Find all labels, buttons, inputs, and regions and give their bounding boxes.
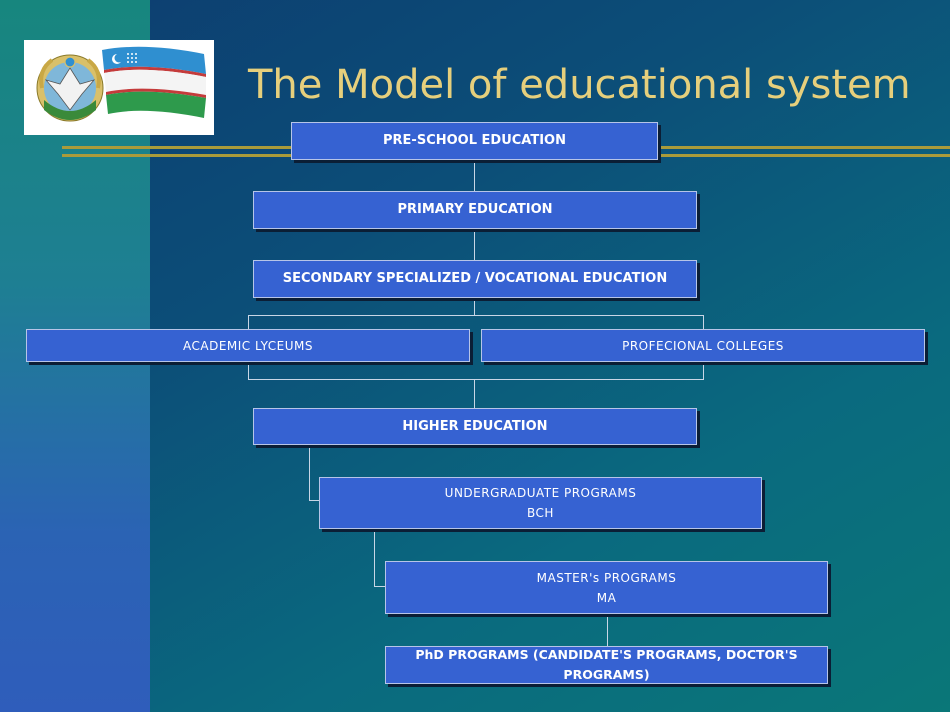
node-undergraduate-programs: UNDERGRADUATE PROGRAMS BCH — [319, 477, 762, 529]
flag-of-uzbekistan-icon — [102, 46, 206, 118]
node-higher-label: HIGHER EDUCATION — [402, 418, 548, 434]
node-professional-colleges: PROFECIONAL COLLEGES — [481, 329, 925, 362]
connector-split-bar-top — [248, 315, 704, 316]
emblem-graphic — [36, 46, 206, 122]
connector-split-right-drop — [703, 315, 704, 329]
node-masters-label: MASTER's PROGRAMS — [536, 570, 677, 585]
node-phd-label: PhD PROGRAMS (CANDIDATE'S PROGRAMS, DOCT… — [415, 647, 798, 682]
connector-split-left-rise — [248, 362, 249, 379]
title-rule-left-top — [62, 146, 292, 149]
node-masters-programs: MASTER's PROGRAMS MA — [385, 561, 828, 614]
node-secondary-vocational-education: SECONDARY SPECIALIZED / VOCATIONAL EDUCA… — [253, 260, 697, 298]
coat-of-arms-icon — [36, 54, 104, 122]
connector-join-higher — [474, 379, 475, 408]
title-rule-left-bottom — [62, 154, 292, 157]
node-undergraduate-label: UNDERGRADUATE PROGRAMS — [444, 486, 637, 500]
connector-secondary-split — [474, 298, 475, 315]
node-academic-lyceums: ACADEMIC LYCEUMS — [26, 329, 470, 362]
connector-join-bar-bottom — [248, 379, 704, 380]
node-masters-degree: MA — [596, 590, 617, 605]
slide-title: The Model of educational system — [248, 62, 911, 108]
node-preschool-education: PRE-SCHOOL EDUCATION — [291, 122, 658, 160]
connector-split-left-drop — [248, 315, 249, 329]
node-primary-label: PRIMARY EDUCATION — [397, 202, 553, 217]
connector-preschool-primary — [474, 160, 475, 191]
emblem-logo — [24, 40, 214, 135]
node-preschool-label: PRE-SCHOOL EDUCATION — [383, 133, 566, 148]
connector-higher-undergrad-vertical — [309, 445, 310, 501]
connector-primary-secondary — [474, 229, 475, 260]
node-undergraduate-degree: BCH — [527, 506, 554, 520]
connector-masters-phd — [607, 614, 608, 646]
node-secondary-label: SECONDARY SPECIALIZED / VOCATIONAL EDUCA… — [282, 271, 668, 286]
title-rule-right-top — [658, 146, 950, 149]
node-higher-education: HIGHER EDUCATION — [253, 408, 697, 445]
connector-higher-undergrad-horizontal — [309, 500, 319, 501]
node-phd-programs: PhD PROGRAMS (CANDIDATE'S PROGRAMS, DOCT… — [385, 646, 828, 684]
node-lyceums-label: ACADEMIC LYCEUMS — [183, 338, 313, 353]
connector-undergrad-masters-vertical — [374, 529, 375, 586]
title-rule-right-bottom — [658, 154, 950, 157]
node-primary-education: PRIMARY EDUCATION — [253, 191, 697, 229]
connector-undergrad-masters-horizontal — [374, 586, 385, 587]
node-colleges-label: PROFECIONAL COLLEGES — [622, 338, 784, 353]
connector-split-right-rise — [703, 362, 704, 379]
